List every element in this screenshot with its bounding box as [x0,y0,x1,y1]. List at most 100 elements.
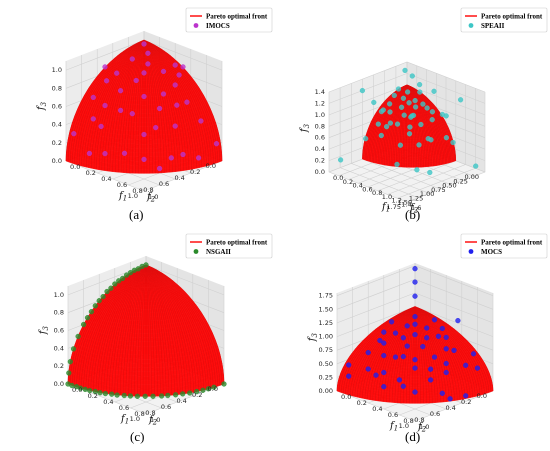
front-patch [139,117,145,123]
front-patch [439,161,443,166]
pareto-front-surface [336,306,494,404]
y-tick-label: 0.50 [442,182,456,190]
front-streak [69,39,145,163]
data-point [414,167,420,173]
front-streak [65,39,145,162]
front-streak [397,84,408,167]
front-patch [132,358,138,364]
front-streak [406,84,429,167]
front-patch [157,156,164,162]
front-patch [172,365,179,371]
front-patch [426,163,430,168]
front-patch [168,366,174,372]
front-streak [137,264,147,397]
front-patch [139,109,145,114]
front-patch [418,159,422,163]
data-point [431,88,437,94]
front-patch [126,383,132,389]
front-streak [395,84,408,167]
front-streak [91,39,145,169]
front-streak [115,39,145,172]
data-point [458,97,464,103]
front-patch [153,147,159,153]
y-axis-label: f2 [409,203,419,215]
y-tick-label: 0.6 [161,403,171,411]
front-streak [76,39,145,165]
pareto-front-surface [65,39,223,174]
front-streak [381,84,408,165]
front-streak [371,84,408,163]
front-patch [389,163,394,167]
legend-box [460,7,548,33]
data-point [103,78,110,84]
data-point [114,392,120,398]
front-patch [128,353,134,360]
x-tick-label: 1.0 [148,193,158,201]
front-patch [406,161,411,166]
front-streak [406,84,424,168]
front-patch [167,167,173,173]
front-patch [145,316,150,322]
front-streak [109,39,145,172]
front-patch [143,143,149,149]
front-streak [83,264,147,390]
front-streak [88,39,145,168]
front-patch [362,156,365,161]
data-point [121,392,127,399]
data-point [443,135,450,141]
data-point [87,388,93,394]
front-streak [85,264,147,390]
front-streak [368,84,408,162]
front-patch [155,379,161,385]
legend-box [185,233,273,259]
front-streak [143,39,205,167]
data-point [142,393,148,399]
front-streak [117,39,145,173]
front-streak [364,84,408,161]
x-axis-label: f1 [120,414,129,426]
front-patch [409,154,413,158]
front-patch [140,380,147,385]
data-point [90,116,96,122]
front-patch [169,386,175,392]
data-point [70,346,77,352]
data-point [100,293,106,300]
front-patch [119,353,125,359]
front-streak [96,39,145,170]
front-patch [127,366,133,372]
front-patch [124,160,130,166]
front-streak [143,39,212,165]
x-tick-label: 1.2 [392,197,402,205]
chart-panel-2: 0.0 0.2 0.4 0.6 0.8 1.0 1.2 1.4 0.00 0.25 0.50 0.75… [275,0,550,225]
legend-front-label: Pareto optimal front [206,13,268,21]
front-patch [116,138,122,144]
data-point [127,393,133,399]
front-patch [141,333,147,338]
front-patch [158,160,164,166]
front-patch [145,388,152,393]
front-streak [406,84,446,164]
z-tick-label: 0.6 [52,103,62,111]
front-streak [399,84,408,167]
data-point [359,87,366,94]
data-point [400,95,406,101]
legend-point-label: NSGAII [206,248,231,256]
front-patch [401,156,405,160]
front-streak [366,84,408,161]
front-patch [143,152,149,158]
front-patch [143,109,149,114]
front-patch [153,152,159,158]
front-streak [145,264,216,388]
z-axis-label: f3 [299,123,311,133]
front-streak [145,264,194,393]
front-streak [143,39,216,164]
front-patch [409,162,414,166]
front-patch [132,349,138,355]
front-patch [129,156,135,162]
front-patch [143,122,149,127]
data-point [165,392,171,399]
front-patch [151,117,157,123]
data-point [172,82,178,88]
legend-point-swatch [468,23,474,28]
